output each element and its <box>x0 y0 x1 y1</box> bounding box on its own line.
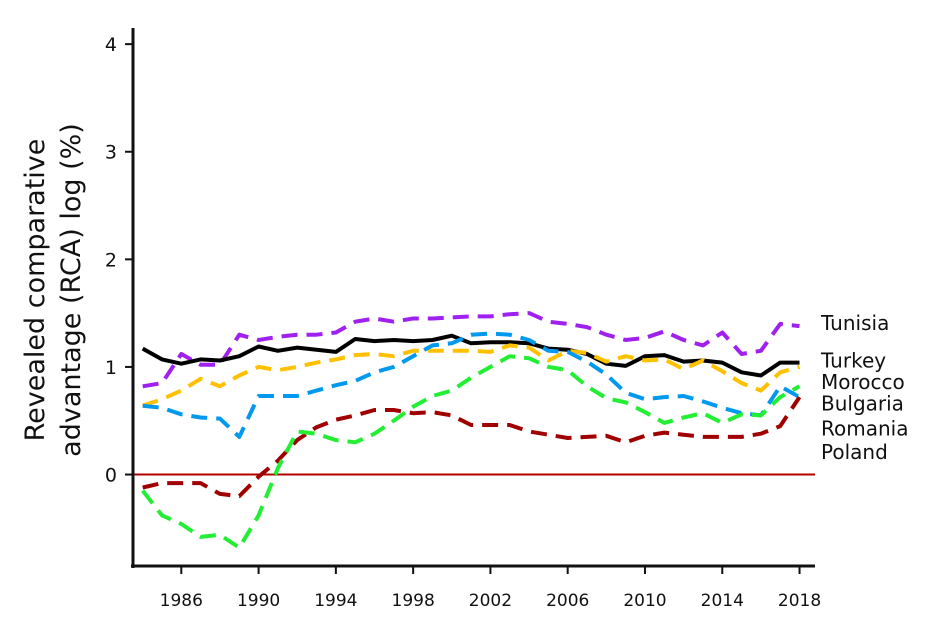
x-tick-label-2006: 2006 <box>546 591 589 611</box>
y-tick-label-2: 2 <box>105 249 117 271</box>
x-tick-label-2010: 2010 <box>623 591 666 611</box>
x-tick-label-1986: 1986 <box>160 591 203 611</box>
series-line-morocco <box>142 343 801 408</box>
y-axis-title-line-2: advantage (RCA) log (%) <box>56 123 87 457</box>
y-axis-title: Revealed comparative advantage (RCA) log… <box>20 123 87 457</box>
x-tick-label-2002: 2002 <box>469 591 512 611</box>
legend-label-romania: Romania <box>821 416 908 440</box>
plot-area <box>133 311 815 550</box>
legend: Tunisia TurkeyMoroccoBulgariaRomaniaPolan… <box>820 311 908 464</box>
legend-label-morocco: Morocco <box>821 370 905 394</box>
series-line-poland <box>141 354 801 550</box>
y-tick-label-4: 4 <box>105 34 117 56</box>
y-tick-label-0: 0 <box>105 465 117 487</box>
legend-label-poland: Poland <box>821 440 888 464</box>
legend-label-bulgaria: Bulgaria <box>821 392 904 416</box>
x-tick-label-1998: 1998 <box>392 591 435 611</box>
x-tick-label-1990: 1990 <box>237 591 280 611</box>
legend-label-tunisia: Tunisia <box>820 311 889 335</box>
series-line-bulgaria <box>142 331 801 439</box>
x-tick-label-1994: 1994 <box>314 591 357 611</box>
legend-label-turkey: Turkey <box>820 348 886 372</box>
x-tick-label-2018: 2018 <box>778 591 821 611</box>
y-axis-title-line-1: Revealed comparative <box>20 139 51 442</box>
series-line-turkey <box>141 333 800 378</box>
y-tick-label-1: 1 <box>105 357 117 379</box>
axes: 0 1 2 3 4 1986 1990 1994 1998 2002 2006 2010 2014 201… <box>105 28 821 611</box>
series-line-romania <box>142 395 802 499</box>
y-tick-label-3: 3 <box>105 142 117 164</box>
x-tick-label-2014: 2014 <box>701 591 744 611</box>
